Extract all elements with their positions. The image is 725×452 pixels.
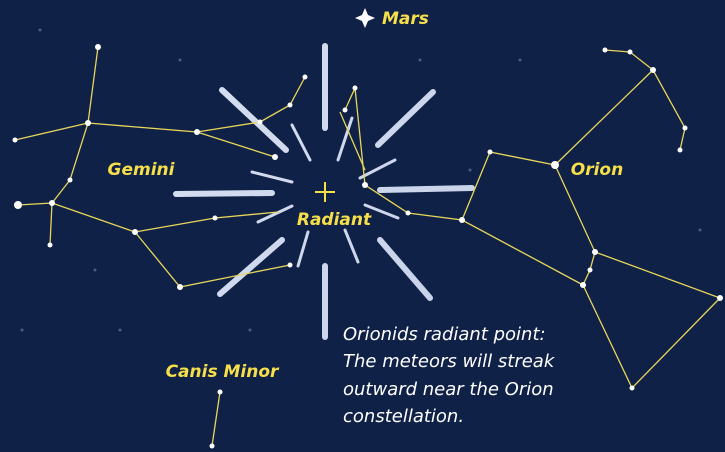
canis-minor-label: Canis Minor [166, 362, 280, 382]
annotation-line: The meteors will streak [343, 351, 556, 372]
orion-label: Orion [571, 160, 623, 180]
gemini-label: Gemini [108, 160, 176, 180]
annotation-line: Orionids radiant point: [343, 324, 546, 345]
radiant-label: Radiant [297, 210, 372, 230]
mars-label: Mars [382, 9, 429, 29]
annotation-line: constellation. [343, 406, 464, 427]
annotation-line: outward near the Orion [343, 379, 554, 400]
sky-map: Mars Gemini Radiant Orion Canis Minor Or… [0, 0, 725, 452]
